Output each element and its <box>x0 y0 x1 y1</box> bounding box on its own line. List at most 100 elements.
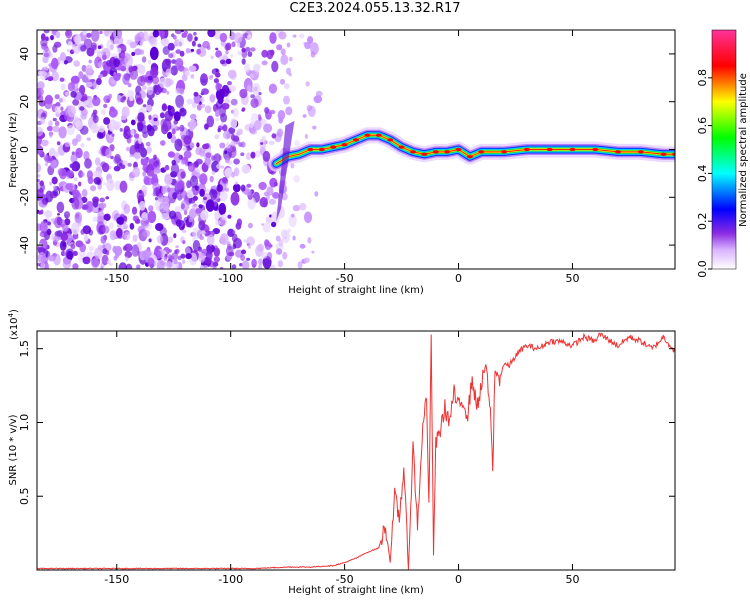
noise-blob <box>261 135 266 143</box>
noise-blob <box>232 183 241 193</box>
noise-blob <box>250 94 256 99</box>
noise-blob <box>248 245 251 249</box>
noise-blob <box>106 59 113 67</box>
noise-blob <box>292 34 297 38</box>
noise-blob <box>37 252 47 264</box>
snr-panel: -150 -100 -50 0 50 0.5 1.0 1.5 Height of straig… <box>7 309 676 596</box>
noise-blob <box>257 264 263 269</box>
noise-blob <box>250 151 256 159</box>
noise-blob <box>159 30 165 39</box>
noise-blob <box>114 180 122 191</box>
noise-blob <box>258 181 267 191</box>
noise-blob <box>307 105 316 117</box>
noise-blob <box>210 55 214 60</box>
noise-blob <box>55 31 61 39</box>
noise-blob <box>109 222 114 230</box>
noise-blob <box>85 64 93 74</box>
noise-blob <box>199 173 208 185</box>
noise-blob <box>78 71 84 79</box>
y-tick-label: -40 <box>18 236 31 254</box>
noise-blob <box>158 77 167 88</box>
noise-blob <box>88 229 94 236</box>
noise-blob <box>37 163 42 173</box>
noise-blob <box>132 234 138 242</box>
noise-blob <box>138 64 146 75</box>
noise-blob <box>268 83 278 94</box>
noise-blob <box>98 60 104 69</box>
noise-blob <box>278 238 284 247</box>
noise-blob <box>135 91 142 103</box>
noise-blob <box>160 38 170 46</box>
noise-blob <box>106 178 115 192</box>
noise-blob <box>213 153 221 163</box>
noise-blob <box>141 81 145 85</box>
noise-blob <box>86 32 92 38</box>
noise-blob <box>225 50 229 55</box>
noise-blob <box>209 94 216 103</box>
noise-blob <box>208 188 218 201</box>
noise-blob <box>204 156 211 166</box>
noise-blob <box>44 210 53 219</box>
noise-blob <box>168 210 177 220</box>
noise-blob <box>67 82 75 92</box>
noise-blob <box>280 48 286 56</box>
noise-blob <box>82 257 86 261</box>
noise-blob <box>85 81 93 88</box>
noise-blob <box>87 176 94 185</box>
noise-blob <box>111 133 115 137</box>
noise-blob <box>230 191 240 206</box>
noise-blob <box>314 191 319 197</box>
noise-blob <box>204 105 212 114</box>
noise-blob <box>307 36 314 45</box>
noise-blob <box>37 183 41 190</box>
noise-blob <box>134 48 142 56</box>
noise-blob <box>78 255 84 263</box>
noise-blob <box>200 92 204 96</box>
noise-blob <box>92 96 101 107</box>
noise-blob <box>303 211 313 224</box>
noise-blob <box>146 146 152 154</box>
noise-blob <box>299 243 306 249</box>
noise-blob <box>255 150 261 158</box>
noise-blob <box>70 243 76 250</box>
noise-blob <box>305 81 310 87</box>
noise-blob <box>50 35 54 41</box>
noise-blob <box>221 102 230 110</box>
noise-blob <box>193 31 197 36</box>
noise-blob <box>190 113 197 120</box>
ridge-peak <box>592 147 599 152</box>
noise-blob <box>161 186 167 194</box>
noise-blob <box>277 260 283 268</box>
snr-axes: -150 -100 -50 0 50 0.5 1.0 1.5 <box>18 331 675 586</box>
ridge-peak <box>444 150 451 154</box>
noise-blob <box>243 188 252 196</box>
noise-blob <box>246 236 255 247</box>
noise-blob <box>58 126 67 139</box>
noise-blob <box>118 262 128 269</box>
noise-blob <box>232 243 237 250</box>
noise-blob <box>270 221 277 228</box>
noise-blob <box>175 245 179 249</box>
noise-blob <box>62 260 72 269</box>
noise-blob <box>37 137 42 145</box>
noise-blob <box>59 116 64 121</box>
noise-blob <box>55 102 61 108</box>
noise-blob <box>152 84 158 93</box>
noise-blob <box>130 119 136 126</box>
noise-blob <box>109 144 115 152</box>
noise-blob <box>98 149 102 155</box>
noise-blob <box>229 85 237 92</box>
noise-blob <box>53 151 60 158</box>
noise-blob <box>269 32 277 44</box>
noise-blob <box>202 40 210 49</box>
noise-blob <box>154 197 158 201</box>
spectrogram-y-axis-label: Frequency (Hz) <box>8 112 19 188</box>
noise-blob <box>225 158 230 164</box>
noise-blob <box>221 176 228 183</box>
ridge-trace <box>275 134 675 165</box>
noise-blob <box>52 117 57 122</box>
noise-blob <box>110 155 114 160</box>
noise-blob <box>57 213 60 216</box>
noise-blob <box>193 91 199 97</box>
noise-blob <box>48 120 53 128</box>
